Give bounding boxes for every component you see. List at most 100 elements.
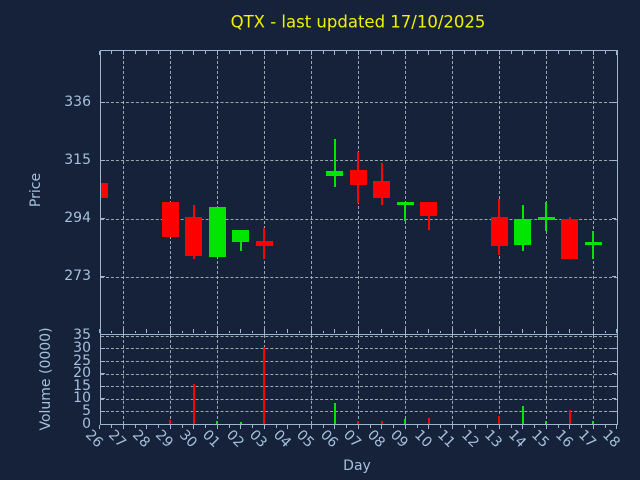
candle-wick <box>333 139 336 187</box>
tick-mark <box>146 425 148 429</box>
tick-mark <box>475 425 477 429</box>
x-tick-label: 09 <box>387 427 412 451</box>
tick-mark <box>487 425 489 428</box>
x-tick-label: 14 <box>504 427 529 451</box>
tick-mark <box>158 425 160 428</box>
grid-line-v <box>217 335 219 424</box>
volume-bar <box>192 383 195 424</box>
volume-bar <box>380 421 383 424</box>
tick-mark <box>369 425 371 428</box>
tick-mark <box>299 425 301 428</box>
grid-line-v <box>123 51 125 334</box>
tick-mark <box>181 425 183 428</box>
candle-body <box>373 181 391 198</box>
tick-mark <box>111 425 113 428</box>
tick-mark <box>287 425 289 429</box>
tick-mark <box>416 425 418 428</box>
volume-bar <box>498 415 501 424</box>
x-tick-label: 10 <box>410 427 435 451</box>
tick-mark <box>463 425 465 428</box>
tick-mark <box>263 425 265 429</box>
price-tick-label: 273 <box>64 268 91 285</box>
tick-mark <box>404 425 406 429</box>
tick-mark <box>616 425 618 429</box>
candle-body <box>208 207 226 258</box>
candle-body <box>514 218 532 245</box>
grid-line-v <box>123 335 125 424</box>
candle-body <box>101 182 109 198</box>
x-tick-label: 07 <box>340 427 365 451</box>
tick-mark <box>334 425 336 429</box>
candle-body <box>161 201 179 237</box>
tick-mark <box>252 425 254 428</box>
price-axis-label: Price <box>28 172 44 208</box>
tick-mark <box>428 425 430 429</box>
volume-tick-label: 10 <box>73 390 91 407</box>
tick-mark <box>193 425 195 429</box>
x-tick-label: 08 <box>363 427 388 451</box>
grid-line-v <box>546 51 548 334</box>
volume-bar <box>568 410 571 424</box>
grid-line-v <box>546 335 548 424</box>
grid-line-v <box>593 51 595 334</box>
grid-line-v <box>264 51 266 334</box>
volume-tick-label: 15 <box>73 377 91 394</box>
volume-bar <box>333 402 336 424</box>
tick-mark <box>581 425 583 428</box>
tick-mark <box>393 425 395 428</box>
grid-line-v <box>499 335 501 424</box>
tick-mark <box>134 425 136 428</box>
volume-tick-label: 0 <box>82 415 91 432</box>
x-tick-label: 17 <box>575 427 600 451</box>
volume-bar <box>521 405 524 424</box>
tick-mark <box>205 425 207 428</box>
volume-bar <box>427 417 430 424</box>
price-tick-label: 336 <box>64 93 91 110</box>
candle-body <box>232 229 250 243</box>
candle-body <box>326 171 344 176</box>
volume-tick-label: 25 <box>73 352 91 369</box>
grid-line-v <box>405 51 407 334</box>
tick-mark <box>228 425 230 428</box>
x-tick-label: 27 <box>105 427 130 451</box>
tick-mark <box>440 425 442 428</box>
tick-mark <box>604 425 606 428</box>
x-tick-label: 29 <box>152 427 177 451</box>
grid-line-v <box>170 51 172 334</box>
tick-mark <box>522 425 524 429</box>
volume-tick-label: 30 <box>73 339 91 356</box>
candle-body <box>396 201 414 205</box>
x-tick-label: 05 <box>293 427 318 451</box>
price-tick-label: 294 <box>64 210 91 227</box>
grid-line-v <box>593 335 595 424</box>
x-tick-label: 03 <box>246 427 271 451</box>
tick-mark <box>569 425 571 429</box>
x-tick-label: 15 <box>528 427 553 451</box>
x-tick-label: 28 <box>128 427 153 451</box>
volume-tick-label: 20 <box>73 365 91 382</box>
candle-wick <box>592 231 595 259</box>
candle-body <box>537 217 555 220</box>
candle-body <box>561 218 579 259</box>
tick-mark <box>310 425 312 429</box>
candle-wick <box>427 201 430 230</box>
volume-bar <box>216 420 219 424</box>
volume-bar <box>239 421 242 424</box>
x-tick-label: 12 <box>457 427 482 451</box>
grid-line-v <box>452 335 454 424</box>
tick-mark <box>451 425 453 429</box>
price-panel <box>100 50 618 335</box>
volume-tick-label: 35 <box>73 327 91 344</box>
grid-line-v <box>358 335 360 424</box>
candle-body <box>349 170 367 186</box>
tick-mark <box>545 425 547 429</box>
candle-body <box>420 201 438 216</box>
tick-mark <box>99 425 101 429</box>
volume-bar <box>263 347 266 424</box>
tick-mark <box>498 425 500 429</box>
grid-line-v <box>405 335 407 424</box>
tick-mark <box>122 425 124 429</box>
candle-body <box>584 242 602 245</box>
x-tick-label: 01 <box>199 427 224 451</box>
tick-mark <box>322 425 324 428</box>
